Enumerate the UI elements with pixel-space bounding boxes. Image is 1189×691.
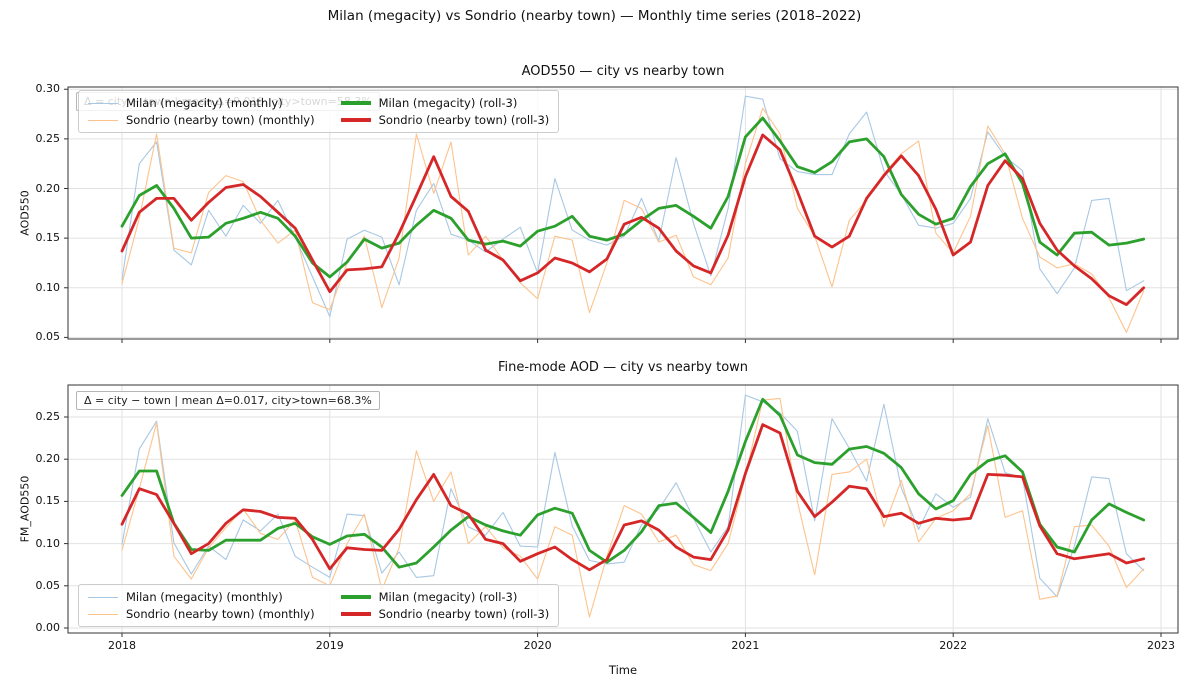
axes-frame <box>67 86 1179 340</box>
legend-item: Sondrio (nearby town) (monthly) <box>88 113 315 127</box>
legend-label: Milan (megacity) (roll-3) <box>378 96 518 110</box>
legend-label: Milan (megacity) (roll-3) <box>378 590 518 604</box>
annotation-box-fm-aod550: Δ = city − town | mean Δ=0.017, city>tow… <box>76 391 380 410</box>
y-tick-label: 0.00 <box>35 621 61 634</box>
legend-item: Milan (megacity) (monthly) <box>88 96 315 110</box>
legend-item: Sondrio (nearby town) (monthly) <box>88 607 315 621</box>
y-axis-label-aod550: AOD550 <box>18 190 32 236</box>
figure-suptitle: Milan (megacity) vs Sondrio (nearby town… <box>327 8 862 24</box>
series-line-sondrio_roll3 <box>120 133 1146 307</box>
x-tick-label: 2023 <box>1147 639 1175 652</box>
legend-label: Sondrio (nearby town) (monthly) <box>126 607 315 621</box>
series-line-milan_roll3 <box>120 397 1146 569</box>
subplot-title-aod550: AOD550 — city vs nearby town <box>521 64 725 79</box>
legend-fm-aod550: Milan (megacity) (monthly) Sondrio (nearb… <box>78 584 560 627</box>
y-tick-label: 0.15 <box>35 231 61 245</box>
axes-frame <box>67 384 1179 634</box>
y-tick-label: 0.30 <box>35 82 61 96</box>
y-tick-label: 0.15 <box>35 494 61 508</box>
y-tick-label: 0.05 <box>35 578 61 592</box>
subplot-title-fm-aod550: Fine-mode AOD — city vs nearby town <box>497 360 749 375</box>
legend-item: Milan (megacity) (monthly) <box>88 590 315 604</box>
legend-line-sample <box>340 101 371 105</box>
legend-item: Sondrio (nearby town) (roll-3) <box>340 113 550 127</box>
legend-line-sample <box>88 613 118 615</box>
legend-aod550: Milan (megacity) (monthly) Sondrio (nearb… <box>78 90 560 133</box>
legend-label: Sondrio (nearby town) (roll-3) <box>378 607 550 621</box>
legend-line-sample <box>340 595 371 599</box>
y-tick-label: 0.05 <box>35 330 61 344</box>
y-tick-label: 0.25 <box>35 131 61 145</box>
y-axis-label-fm-aod550: FM_AOD550 <box>18 475 32 543</box>
series-line-milan_roll3 <box>120 116 1146 279</box>
series-line-milan_monthly <box>121 95 1145 318</box>
y-tick-label: 0.20 <box>35 452 61 466</box>
y-tick-label: 0.20 <box>35 181 61 195</box>
x-tick-label: 2018 <box>108 639 136 652</box>
legend-item: Sondrio (nearby town) (roll-3) <box>340 607 550 621</box>
series-line-sondrio_roll3 <box>120 423 1146 572</box>
x-tick-label: 2021 <box>731 639 760 652</box>
legend-item: Milan (megacity) (roll-3) <box>340 590 550 604</box>
legend-label: Milan (megacity) (monthly) <box>126 96 283 110</box>
x-axis-label: Time <box>608 663 638 677</box>
x-tick-label: 2019 <box>315 639 344 652</box>
legend-line-sample <box>88 102 118 104</box>
legend-line-sample <box>340 118 371 122</box>
legend-line-sample <box>340 612 371 616</box>
legend-item: Milan (megacity) (roll-3) <box>340 96 550 110</box>
legend-label: Sondrio (nearby town) (roll-3) <box>378 113 550 127</box>
legend-label: Sondrio (nearby town) (monthly) <box>126 113 315 127</box>
y-tick-label: 0.25 <box>35 410 61 423</box>
legend-line-sample <box>88 596 118 598</box>
legend-line-sample <box>88 119 118 121</box>
y-tick-label: 0.10 <box>35 536 61 550</box>
legend-label: Milan (megacity) (monthly) <box>126 590 283 604</box>
y-tick-label: 0.10 <box>35 280 61 294</box>
series-line-milan_monthly <box>121 394 1145 598</box>
x-tick-label: 2020 <box>523 639 552 652</box>
x-tick-label: 2022 <box>939 639 968 652</box>
